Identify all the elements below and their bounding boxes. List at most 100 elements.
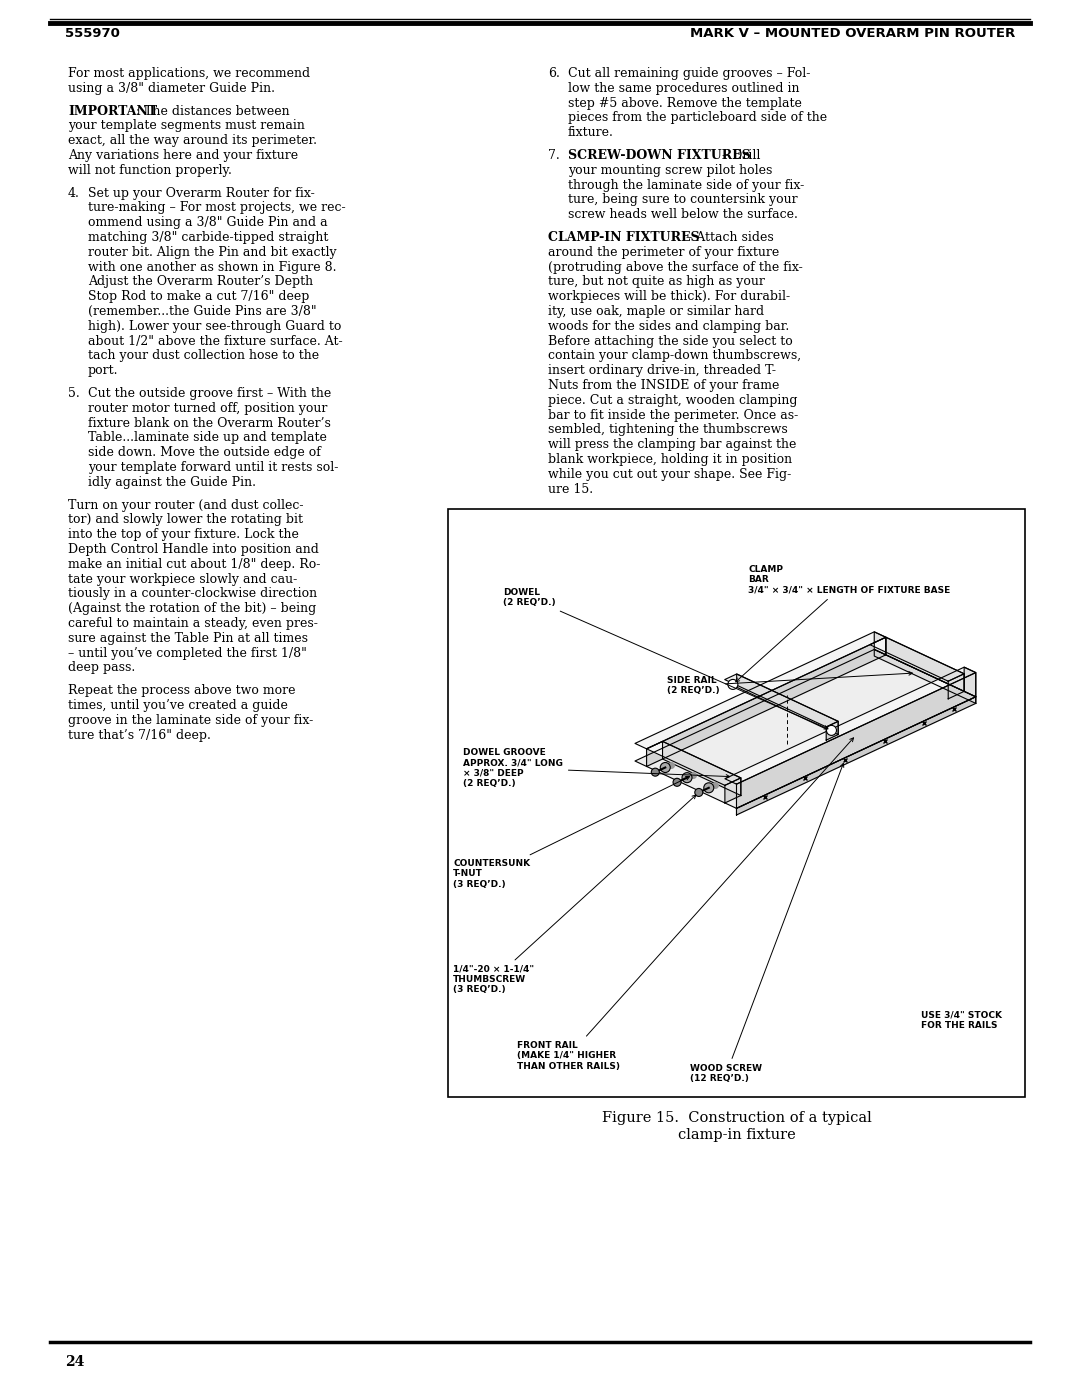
Text: port.: port. [87, 365, 119, 377]
Text: matching 3/8" carbide-tipped straight: matching 3/8" carbide-tipped straight [87, 231, 328, 244]
Text: make an initial cut about 1/8" deep. Ro-: make an initial cut about 1/8" deep. Ro- [68, 557, 321, 571]
Polygon shape [725, 668, 975, 784]
Text: tiously in a counter-clockwise direction: tiously in a counter-clockwise direction [68, 587, 318, 601]
Text: careful to maintain a steady, even pres-: careful to maintain a steady, even pres- [68, 617, 318, 630]
Text: tor) and slowly lower the rotating bit: tor) and slowly lower the rotating bit [68, 514, 303, 527]
Polygon shape [647, 742, 741, 785]
Text: your template segments must remain: your template segments must remain [68, 119, 305, 133]
Text: idly against the Guide Pin.: idly against the Guide Pin. [87, 476, 256, 489]
Polygon shape [725, 673, 838, 726]
Text: Nuts from the INSIDE of your frame: Nuts from the INSIDE of your frame [548, 379, 780, 393]
Polygon shape [725, 778, 741, 803]
Text: fixture.: fixture. [568, 126, 613, 140]
Polygon shape [869, 637, 964, 682]
Text: : The distances between: : The distances between [136, 105, 289, 117]
Text: DOWEL
(2 REQ’D.): DOWEL (2 REQ’D.) [503, 588, 828, 729]
Polygon shape [647, 637, 886, 767]
Text: Any variations here and your fixture: Any variations here and your fixture [68, 149, 298, 162]
Circle shape [694, 788, 703, 796]
Text: high). Lower your see-through Guard to: high). Lower your see-through Guard to [87, 320, 341, 332]
Text: 7.: 7. [548, 149, 559, 162]
Text: DOWEL GROOVE
APPROX. 3/4" LONG
× 3/8" DEEP
(2 REQ’D.): DOWEL GROOVE APPROX. 3/4" LONG × 3/8" DE… [463, 747, 730, 788]
Text: bar to fit inside the perimeter. Once as-: bar to fit inside the perimeter. Once as… [548, 408, 798, 422]
Text: ture that’s 7/16" deep.: ture that’s 7/16" deep. [68, 729, 211, 742]
Circle shape [704, 782, 714, 793]
Text: your template forward until it rests sol-: your template forward until it rests sol… [87, 461, 338, 474]
Text: ture, but not quite as high as your: ture, but not quite as high as your [548, 275, 765, 288]
Text: MARK V – MOUNTED OVERARM PIN ROUTER: MARK V – MOUNTED OVERARM PIN ROUTER [690, 27, 1015, 41]
Text: (Against the rotation of the bit) – being: (Against the rotation of the bit) – bein… [68, 602, 316, 615]
Polygon shape [635, 631, 886, 749]
Text: will press the clamping bar against the: will press the clamping bar against the [548, 439, 796, 451]
Text: CLAMP-IN FIXTURES: CLAMP-IN FIXTURES [548, 231, 700, 244]
Text: workpieces will be thick). For durabil-: workpieces will be thick). For durabil- [548, 291, 791, 303]
Text: about 1/2" above the fixture surface. At-: about 1/2" above the fixture surface. At… [87, 335, 342, 348]
Text: Before attaching the side you select to: Before attaching the side you select to [548, 335, 793, 348]
Text: into the top of your fixture. Lock the: into the top of your fixture. Lock the [68, 528, 299, 541]
Polygon shape [737, 673, 838, 735]
Text: using a 3/8" diameter Guide Pin.: using a 3/8" diameter Guide Pin. [68, 82, 275, 95]
Text: tach your dust collection hose to the: tach your dust collection hose to the [87, 349, 319, 362]
Polygon shape [737, 672, 975, 809]
Text: ommend using a 3/8" Guide Pin and a: ommend using a 3/8" Guide Pin and a [87, 217, 327, 229]
Text: – Drill: – Drill [718, 149, 760, 162]
Polygon shape [662, 742, 741, 795]
Circle shape [651, 768, 659, 777]
Text: through the laminate side of your fix-: through the laminate side of your fix- [568, 179, 805, 191]
Text: clamp-in fixture: clamp-in fixture [677, 1127, 795, 1141]
Text: tate your workpiece slowly and cau-: tate your workpiece slowly and cau- [68, 573, 297, 585]
Polygon shape [874, 650, 975, 703]
Text: times, until you’ve created a guide: times, until you’ve created a guide [68, 698, 288, 712]
Text: IMPORTANT: IMPORTANT [68, 105, 157, 117]
Polygon shape [737, 697, 975, 814]
Polygon shape [635, 650, 975, 809]
Text: Adjust the Overarm Router’s Depth: Adjust the Overarm Router’s Depth [87, 275, 313, 288]
Text: Set up your Overarm Router for fix-: Set up your Overarm Router for fix- [87, 187, 314, 200]
Text: insert ordinary drive-in, threaded T-: insert ordinary drive-in, threaded T- [548, 365, 777, 377]
Text: screw heads well below the surface.: screw heads well below the surface. [568, 208, 798, 221]
Text: USE 3/4" STOCK
FOR THE RAILS: USE 3/4" STOCK FOR THE RAILS [921, 1011, 1002, 1031]
Text: with one another as shown in Figure 8.: with one another as shown in Figure 8. [87, 261, 337, 274]
Text: sembled, tightening the thumbscrews: sembled, tightening the thumbscrews [548, 423, 787, 436]
Text: side down. Move the outside edge of: side down. Move the outside edge of [87, 446, 321, 460]
Text: 24: 24 [65, 1355, 84, 1369]
Text: Repeat the process above two more: Repeat the process above two more [68, 685, 296, 697]
Text: fixture blank on the Overarm Router’s: fixture blank on the Overarm Router’s [87, 416, 330, 430]
Circle shape [728, 679, 738, 689]
Text: Cut the outside groove first – With the: Cut the outside groove first – With the [87, 387, 332, 400]
Text: router motor turned off, position your: router motor turned off, position your [87, 402, 327, 415]
Text: FRONT RAIL
(MAKE 1/4" HIGHER
THAN OTHER RAILS): FRONT RAIL (MAKE 1/4" HIGHER THAN OTHER … [517, 738, 853, 1070]
Text: – Attach sides: – Attach sides [681, 231, 773, 244]
Circle shape [826, 725, 837, 735]
Text: around the perimeter of your fixture: around the perimeter of your fixture [548, 246, 780, 258]
Text: Depth Control Handle into position and: Depth Control Handle into position and [68, 543, 319, 556]
Circle shape [681, 773, 692, 782]
Text: – until you’ve completed the first 1/8": – until you’ve completed the first 1/8" [68, 647, 307, 659]
Text: WOOD SCREW
(12 REQ’D.): WOOD SCREW (12 REQ’D.) [690, 763, 843, 1083]
Circle shape [660, 763, 671, 773]
Text: exact, all the way around its perimeter.: exact, all the way around its perimeter. [68, 134, 318, 147]
Circle shape [673, 778, 681, 787]
Polygon shape [964, 668, 975, 697]
Text: router bit. Align the Pin and bit exactly: router bit. Align the Pin and bit exactl… [87, 246, 337, 258]
Text: piece. Cut a straight, wooden clamping: piece. Cut a straight, wooden clamping [548, 394, 797, 407]
Text: COUNTERSUNK
T-NUT
(3 REQ’D.): COUNTERSUNK T-NUT (3 REQ’D.) [453, 777, 689, 888]
Text: 6.: 6. [548, 67, 559, 80]
Text: 555970: 555970 [65, 27, 120, 41]
Text: your mounting screw pilot holes: your mounting screw pilot holes [568, 163, 772, 177]
Text: pieces from the particleboard side of the: pieces from the particleboard side of th… [568, 112, 827, 124]
Polygon shape [948, 673, 964, 698]
Text: Cut all remaining guide grooves – Fol-: Cut all remaining guide grooves – Fol- [568, 67, 810, 80]
Text: SIDE RAIL
(2 REQ’D.): SIDE RAIL (2 REQ’D.) [667, 672, 913, 696]
Text: CLAMP
BAR
3/4" × 3/4" × LENGTH OF FIXTURE BASE: CLAMP BAR 3/4" × 3/4" × LENGTH OF FIXTUR… [735, 564, 950, 682]
Text: Table...laminate side up and template: Table...laminate side up and template [87, 432, 327, 444]
Text: while you cut out your shape. See Fig-: while you cut out your shape. See Fig- [548, 468, 792, 481]
Text: ture-making – For most projects, we rec-: ture-making – For most projects, we rec- [87, 201, 346, 214]
Text: contain your clamp-down thumbscrews,: contain your clamp-down thumbscrews, [548, 349, 801, 362]
Text: step #5 above. Remove the template: step #5 above. Remove the template [568, 96, 801, 109]
Text: 4.: 4. [68, 187, 80, 200]
Text: Figure 15.  Construction of a typical: Figure 15. Construction of a typical [602, 1111, 872, 1125]
Text: low the same procedures outlined in: low the same procedures outlined in [568, 82, 799, 95]
Text: ture, being sure to countersink your: ture, being sure to countersink your [568, 193, 798, 207]
Text: 1/4"-20 × 1-1/4"
THUMBSCREW
(3 REQ’D.): 1/4"-20 × 1-1/4" THUMBSCREW (3 REQ’D.) [453, 795, 696, 995]
